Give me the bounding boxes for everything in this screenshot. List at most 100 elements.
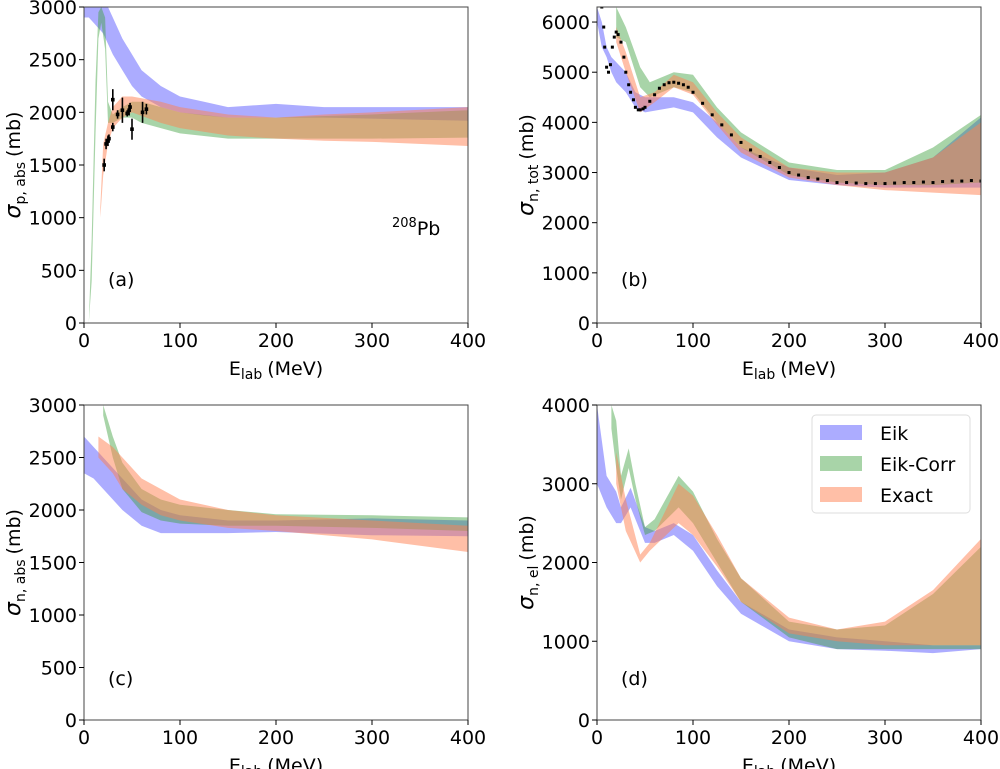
- data-point: [127, 108, 131, 113]
- data-point: [624, 70, 628, 74]
- y-tick-label: 0: [65, 313, 77, 335]
- y-tick-label: 2000: [542, 213, 590, 235]
- data-point: [608, 63, 612, 67]
- data-point: [758, 154, 762, 158]
- data-point: [643, 105, 647, 109]
- x-tick-label: 200: [771, 330, 807, 352]
- data-point: [931, 181, 935, 185]
- y-tick-label: 4000: [542, 112, 590, 134]
- data-point: [125, 111, 129, 116]
- data-point: [729, 133, 733, 137]
- x-tick-label: 300: [354, 727, 390, 749]
- data-point: [636, 108, 640, 112]
- data-point: [111, 125, 115, 129]
- panel-label: (a): [108, 269, 134, 291]
- data-point: [902, 181, 906, 185]
- data-point: [739, 140, 743, 144]
- x-tick-label: 0: [591, 727, 603, 749]
- data-point: [653, 93, 657, 97]
- data-point: [797, 173, 801, 177]
- band-exact: [616, 452, 981, 646]
- x-tick-label: 200: [258, 330, 294, 352]
- y-tick-label: 1500: [29, 553, 77, 575]
- x-label-unit: (MeV): [267, 358, 323, 380]
- x-axis-label: Elab (MeV): [229, 755, 323, 769]
- data-point: [612, 35, 616, 39]
- x-label-unit: (MeV): [780, 358, 836, 380]
- data-point: [893, 181, 897, 185]
- x-label-sub: lab: [241, 764, 262, 769]
- y-label-main: σ: [1, 601, 26, 616]
- data-point: [806, 176, 810, 180]
- x-label-main: E: [742, 755, 754, 769]
- y-label-sub: p, abs: [13, 162, 29, 205]
- panel-a: 0 100 200 300 400 0 500 1000 1500 2000 2500 3000 Ela…: [1, 0, 486, 383]
- data-point: [631, 98, 635, 102]
- y-tick-label: 1000: [29, 208, 77, 230]
- data-point: [648, 99, 652, 103]
- x-label-unit: (MeV): [780, 755, 836, 769]
- legend-swatch-eik: [820, 425, 862, 440]
- y-label-unit: (mb): [3, 509, 25, 554]
- data-point: [622, 55, 626, 59]
- y-tick-label: 1000: [29, 605, 77, 627]
- band-exact: [100, 96, 468, 218]
- x-tick-label: 300: [867, 727, 903, 749]
- data-point: [816, 177, 820, 181]
- data-point: [629, 90, 633, 94]
- y-tick-label: 2000: [29, 500, 77, 522]
- data-point: [140, 110, 145, 115]
- y-axis-label: σp, abs (mb): [1, 112, 29, 219]
- x-tick-label: 100: [162, 330, 198, 352]
- legend-label: Exact: [880, 485, 933, 507]
- x-axis-label: Elab (MeV): [229, 358, 323, 383]
- y-tick-label: 3000: [542, 163, 590, 185]
- y-tick-label: 0: [65, 710, 77, 732]
- data-point: [130, 127, 134, 131]
- x-tick-label: 200: [258, 727, 294, 749]
- data-point: [854, 181, 858, 185]
- y-tick-label: 4000: [542, 395, 590, 417]
- data-point: [638, 108, 642, 112]
- data-point: [144, 107, 149, 111]
- data-point: [616, 33, 620, 37]
- y-tick-label: 2000: [29, 102, 77, 124]
- y-tick-label: 3000: [29, 0, 77, 19]
- data-point: [969, 179, 973, 183]
- data-point: [835, 181, 839, 185]
- data-point: [710, 113, 714, 117]
- data-point: [720, 123, 724, 127]
- data-point: [691, 90, 695, 94]
- band-exact: [98, 436, 468, 552]
- x-axis-label: Elab (MeV): [742, 358, 836, 383]
- panel-label: (b): [621, 269, 648, 291]
- x-tick-label: 300: [354, 330, 390, 352]
- x-tick-label: 200: [771, 727, 807, 749]
- band-eik: [597, 405, 981, 654]
- y-label-sub: n, el: [526, 566, 542, 596]
- data-point: [864, 182, 868, 186]
- data-point: [787, 171, 791, 175]
- y-tick-label: 2500: [29, 50, 77, 72]
- x-tick-label: 300: [867, 330, 903, 352]
- data-point: [657, 86, 661, 90]
- y-label-unit: (mb): [3, 112, 25, 157]
- data-point: [662, 83, 666, 87]
- x-label-main: E: [229, 358, 241, 380]
- y-tick-label: 1000: [542, 263, 590, 285]
- y-axis-label: σn, abs (mb): [1, 509, 29, 616]
- y-label-unit: (mb): [516, 515, 538, 560]
- data-point: [128, 105, 132, 109]
- y-tick-label: 3000: [542, 474, 590, 496]
- data-point: [641, 107, 645, 111]
- panel-b: 0 100 200 300 4000100020003000400050006000El…: [514, 6, 999, 383]
- data-point: [677, 81, 681, 85]
- data-point: [921, 180, 925, 184]
- data-point: [605, 65, 609, 69]
- panel-d: 010020030040001000200030004000Elab(MeV)σ…: [514, 395, 999, 769]
- data-point: [950, 179, 954, 183]
- data-point: [619, 40, 623, 44]
- x-label-unit: (MeV): [267, 755, 323, 769]
- annotation-sup: 208: [392, 216, 417, 231]
- x-label-sub: lab: [754, 764, 775, 769]
